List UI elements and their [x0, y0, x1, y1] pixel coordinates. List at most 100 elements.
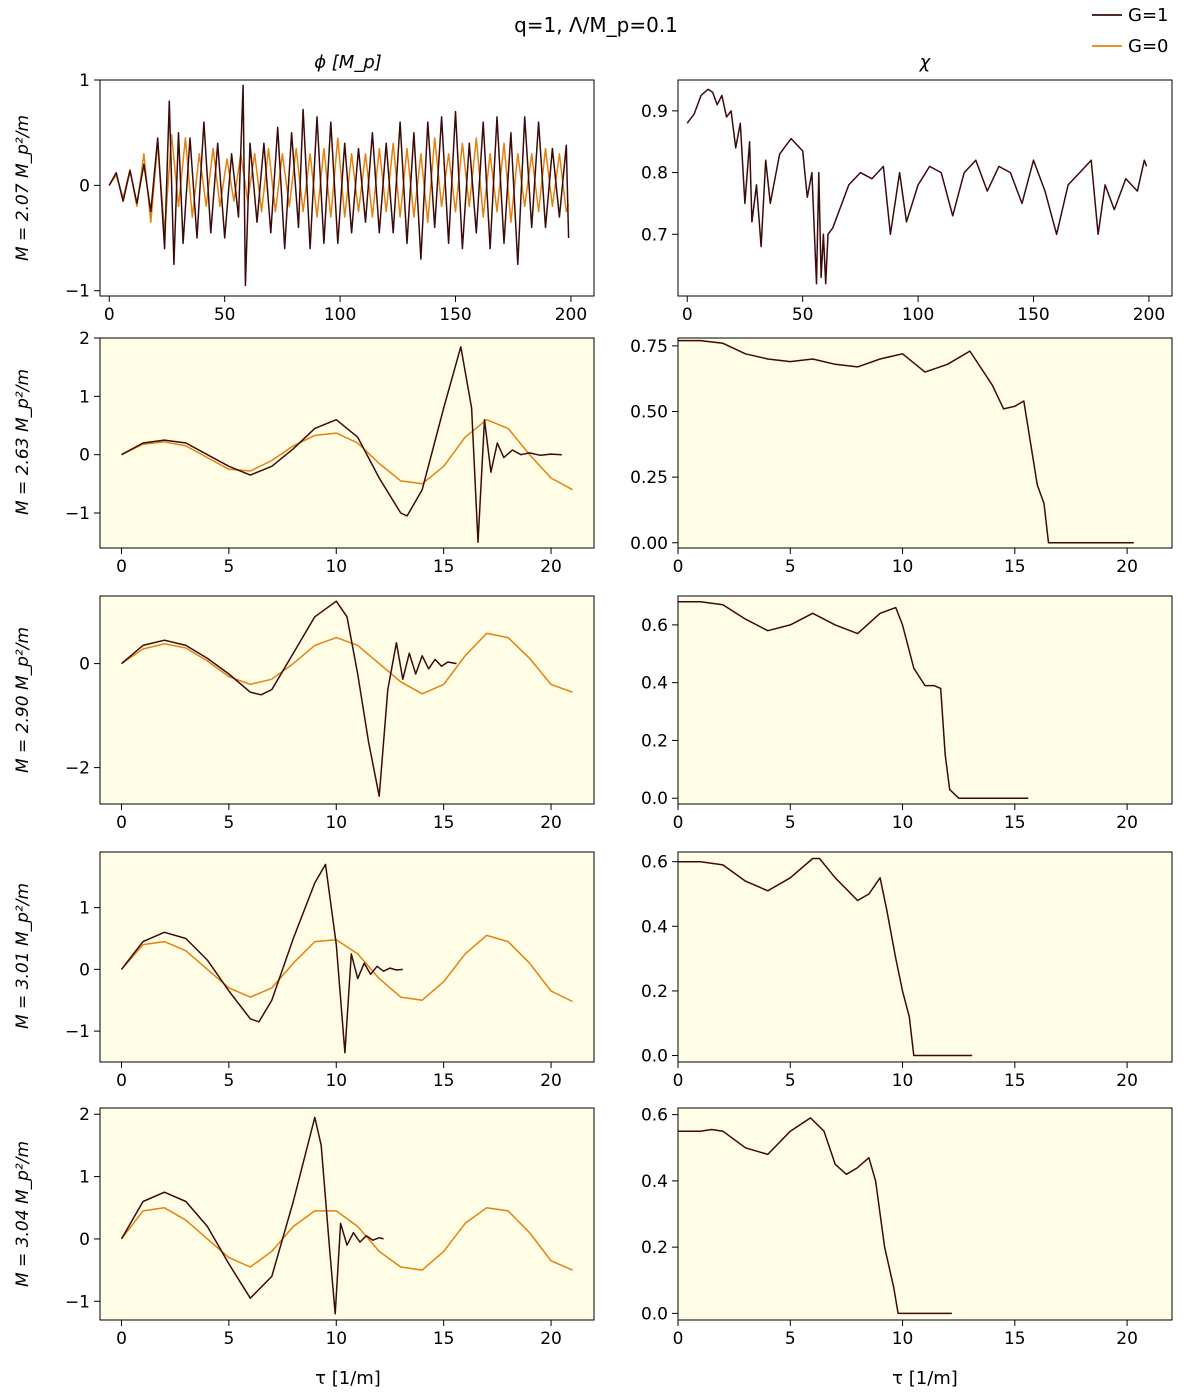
row-label-2: M = 2.63 M_p²/m: [13, 369, 33, 515]
series-line-g1: [678, 339, 1134, 544]
series-line-g1: [678, 601, 1029, 799]
x-tick-label: 0: [116, 813, 127, 833]
y-tick-label: 0.4: [641, 1172, 668, 1192]
x-tick-label: 15: [1004, 813, 1026, 833]
y-tick-label: 1: [79, 899, 90, 919]
series-line-g1: [678, 857, 973, 1057]
plot-background: [678, 596, 1172, 804]
x-tick-label: 200: [555, 305, 587, 325]
y-tick-label: 0.0: [641, 1304, 668, 1324]
plot-background: [678, 338, 1172, 548]
x-tick-label: 10: [892, 813, 914, 833]
series-line-g0: [120, 934, 573, 1003]
series-line-g1: [121, 346, 562, 543]
series-line-g1: [108, 84, 570, 287]
x-tick-label: 50: [792, 305, 814, 325]
y-tick-label: 0.2: [641, 1238, 668, 1258]
y-tick-label: 0.7: [641, 225, 668, 245]
y-tick-label: 0.0: [641, 1047, 668, 1067]
x-tick-label: 15: [1004, 1329, 1026, 1349]
y-tick-label: 1: [79, 71, 90, 91]
x-tick-label: 15: [1004, 557, 1026, 577]
x-tick-label: 5: [785, 1071, 796, 1091]
row-label-3: M = 2.90 M_p²/m: [13, 627, 33, 773]
x-tick-label: 20: [1116, 557, 1138, 577]
series-line-g1: [678, 1117, 952, 1315]
x-tick-label: 150: [1017, 305, 1049, 325]
axes-frame: [677, 851, 1173, 1063]
x-tick-label: 10: [325, 557, 347, 577]
y-tick-label: 0.25: [630, 468, 668, 488]
y-tick-label: 0.4: [641, 674, 668, 694]
y-tick-label: 0.8: [641, 164, 668, 184]
row-label-1: M = 2.07 M_p²/m: [13, 115, 33, 261]
y-tick-label: 0.50: [630, 403, 668, 423]
axes-frame: [677, 595, 1173, 805]
x-tick-label: 0: [116, 1329, 127, 1349]
axes-frame: [677, 1107, 1173, 1321]
x-tick-label: 0: [673, 1329, 684, 1349]
y-tick-label: 0.75: [630, 337, 668, 357]
series-line-g0: [120, 1207, 573, 1271]
series-line-g1: [121, 600, 457, 797]
y-tick-label: 1: [79, 387, 90, 407]
x-tick-label: 5: [223, 813, 234, 833]
y-tick-label: 0.6: [641, 1106, 668, 1126]
series-line-g0: [121, 418, 573, 491]
row-label-4: M = 3.01 M_p²/m: [13, 883, 33, 1029]
series-line-g0: [108, 134, 570, 234]
x-tick-label: 20: [1116, 813, 1138, 833]
y-tick-label: 0.9: [641, 102, 668, 122]
panel-phi-M2.90: 0 5 10 15 20 −2 0: [65, 595, 595, 833]
x-tick-label: 20: [540, 1071, 562, 1091]
y-tick-label: 0.6: [641, 616, 668, 636]
panel-phi-M3.04: 0 5 10 15 20 −1 0 1 2: [65, 1105, 595, 1349]
x-tick-label: 20: [1116, 1071, 1138, 1091]
x-tick-label: 20: [540, 813, 562, 833]
y-tick-label: 0.6: [641, 853, 668, 873]
x-tick-label: 5: [785, 813, 796, 833]
series-line-g1: [120, 1116, 384, 1315]
x-tick-label: 0: [673, 1071, 684, 1091]
x-tick-label: 0: [682, 305, 693, 325]
y-tick-label: 0: [79, 655, 90, 675]
panel-chi-M2.90: 0 5 10 15 20 0.0 0.2 0.4 0.6: [641, 595, 1173, 833]
x-tick-label: 10: [325, 1329, 347, 1349]
axes-frame: [99, 79, 595, 297]
series-line-g1: [686, 88, 1148, 285]
y-tick-label: 2: [79, 1105, 90, 1125]
y-tick-label: 0: [79, 176, 90, 196]
y-tick-label: 0.4: [641, 917, 668, 937]
panel-chi-M2.63: 0 5 10 15 20 0.00 0.25 0.50 0.75: [630, 337, 1173, 577]
y-tick-label: −1: [65, 1022, 90, 1042]
x-tick-label: 0: [673, 813, 684, 833]
figure-title: q=1, Λ/M_p=0.1: [514, 13, 678, 37]
x-tick-label: 100: [902, 305, 934, 325]
x-tick-label: 5: [785, 557, 796, 577]
axes-frame: [99, 337, 595, 549]
y-tick-label: 1: [79, 1168, 90, 1188]
panel-phi-M2.63: 0 5 10 15 20 −1 0 1 2: [65, 329, 595, 577]
y-tick-label: 0.2: [641, 982, 668, 1002]
row-label-5: M = 3.04 M_p²/m: [13, 1141, 33, 1287]
x-tick-label: 5: [223, 1329, 234, 1349]
panel-chi-M3.01: 0 5 10 15 20 0.0 0.2 0.4 0.6: [641, 851, 1173, 1091]
x-tick-label: 20: [540, 557, 562, 577]
series-line-g1: [120, 863, 403, 1054]
panel-chi-M2.07: 0 50 100 150 200 0.7 0.8 0.9: [641, 79, 1173, 325]
x-tick-label: 0: [673, 557, 684, 577]
plot-background: [100, 80, 594, 296]
x-tick-label: 15: [1004, 1071, 1026, 1091]
x-axis-label-right: τ [1/m]: [892, 1368, 958, 1389]
y-tick-label: −1: [65, 1292, 90, 1312]
x-tick-label: 0: [116, 1071, 127, 1091]
plot-background: [678, 1108, 1172, 1320]
panel-phi-M2.07: 0 50 100 150 200 −1 0 1: [65, 71, 595, 325]
legend-label-g0: G=0: [1128, 36, 1168, 57]
x-tick-label: 5: [223, 1071, 234, 1091]
x-tick-label: 5: [223, 557, 234, 577]
y-tick-label: 0: [79, 1230, 90, 1250]
x-tick-label: 15: [433, 813, 455, 833]
y-tick-label: −1: [65, 504, 90, 524]
